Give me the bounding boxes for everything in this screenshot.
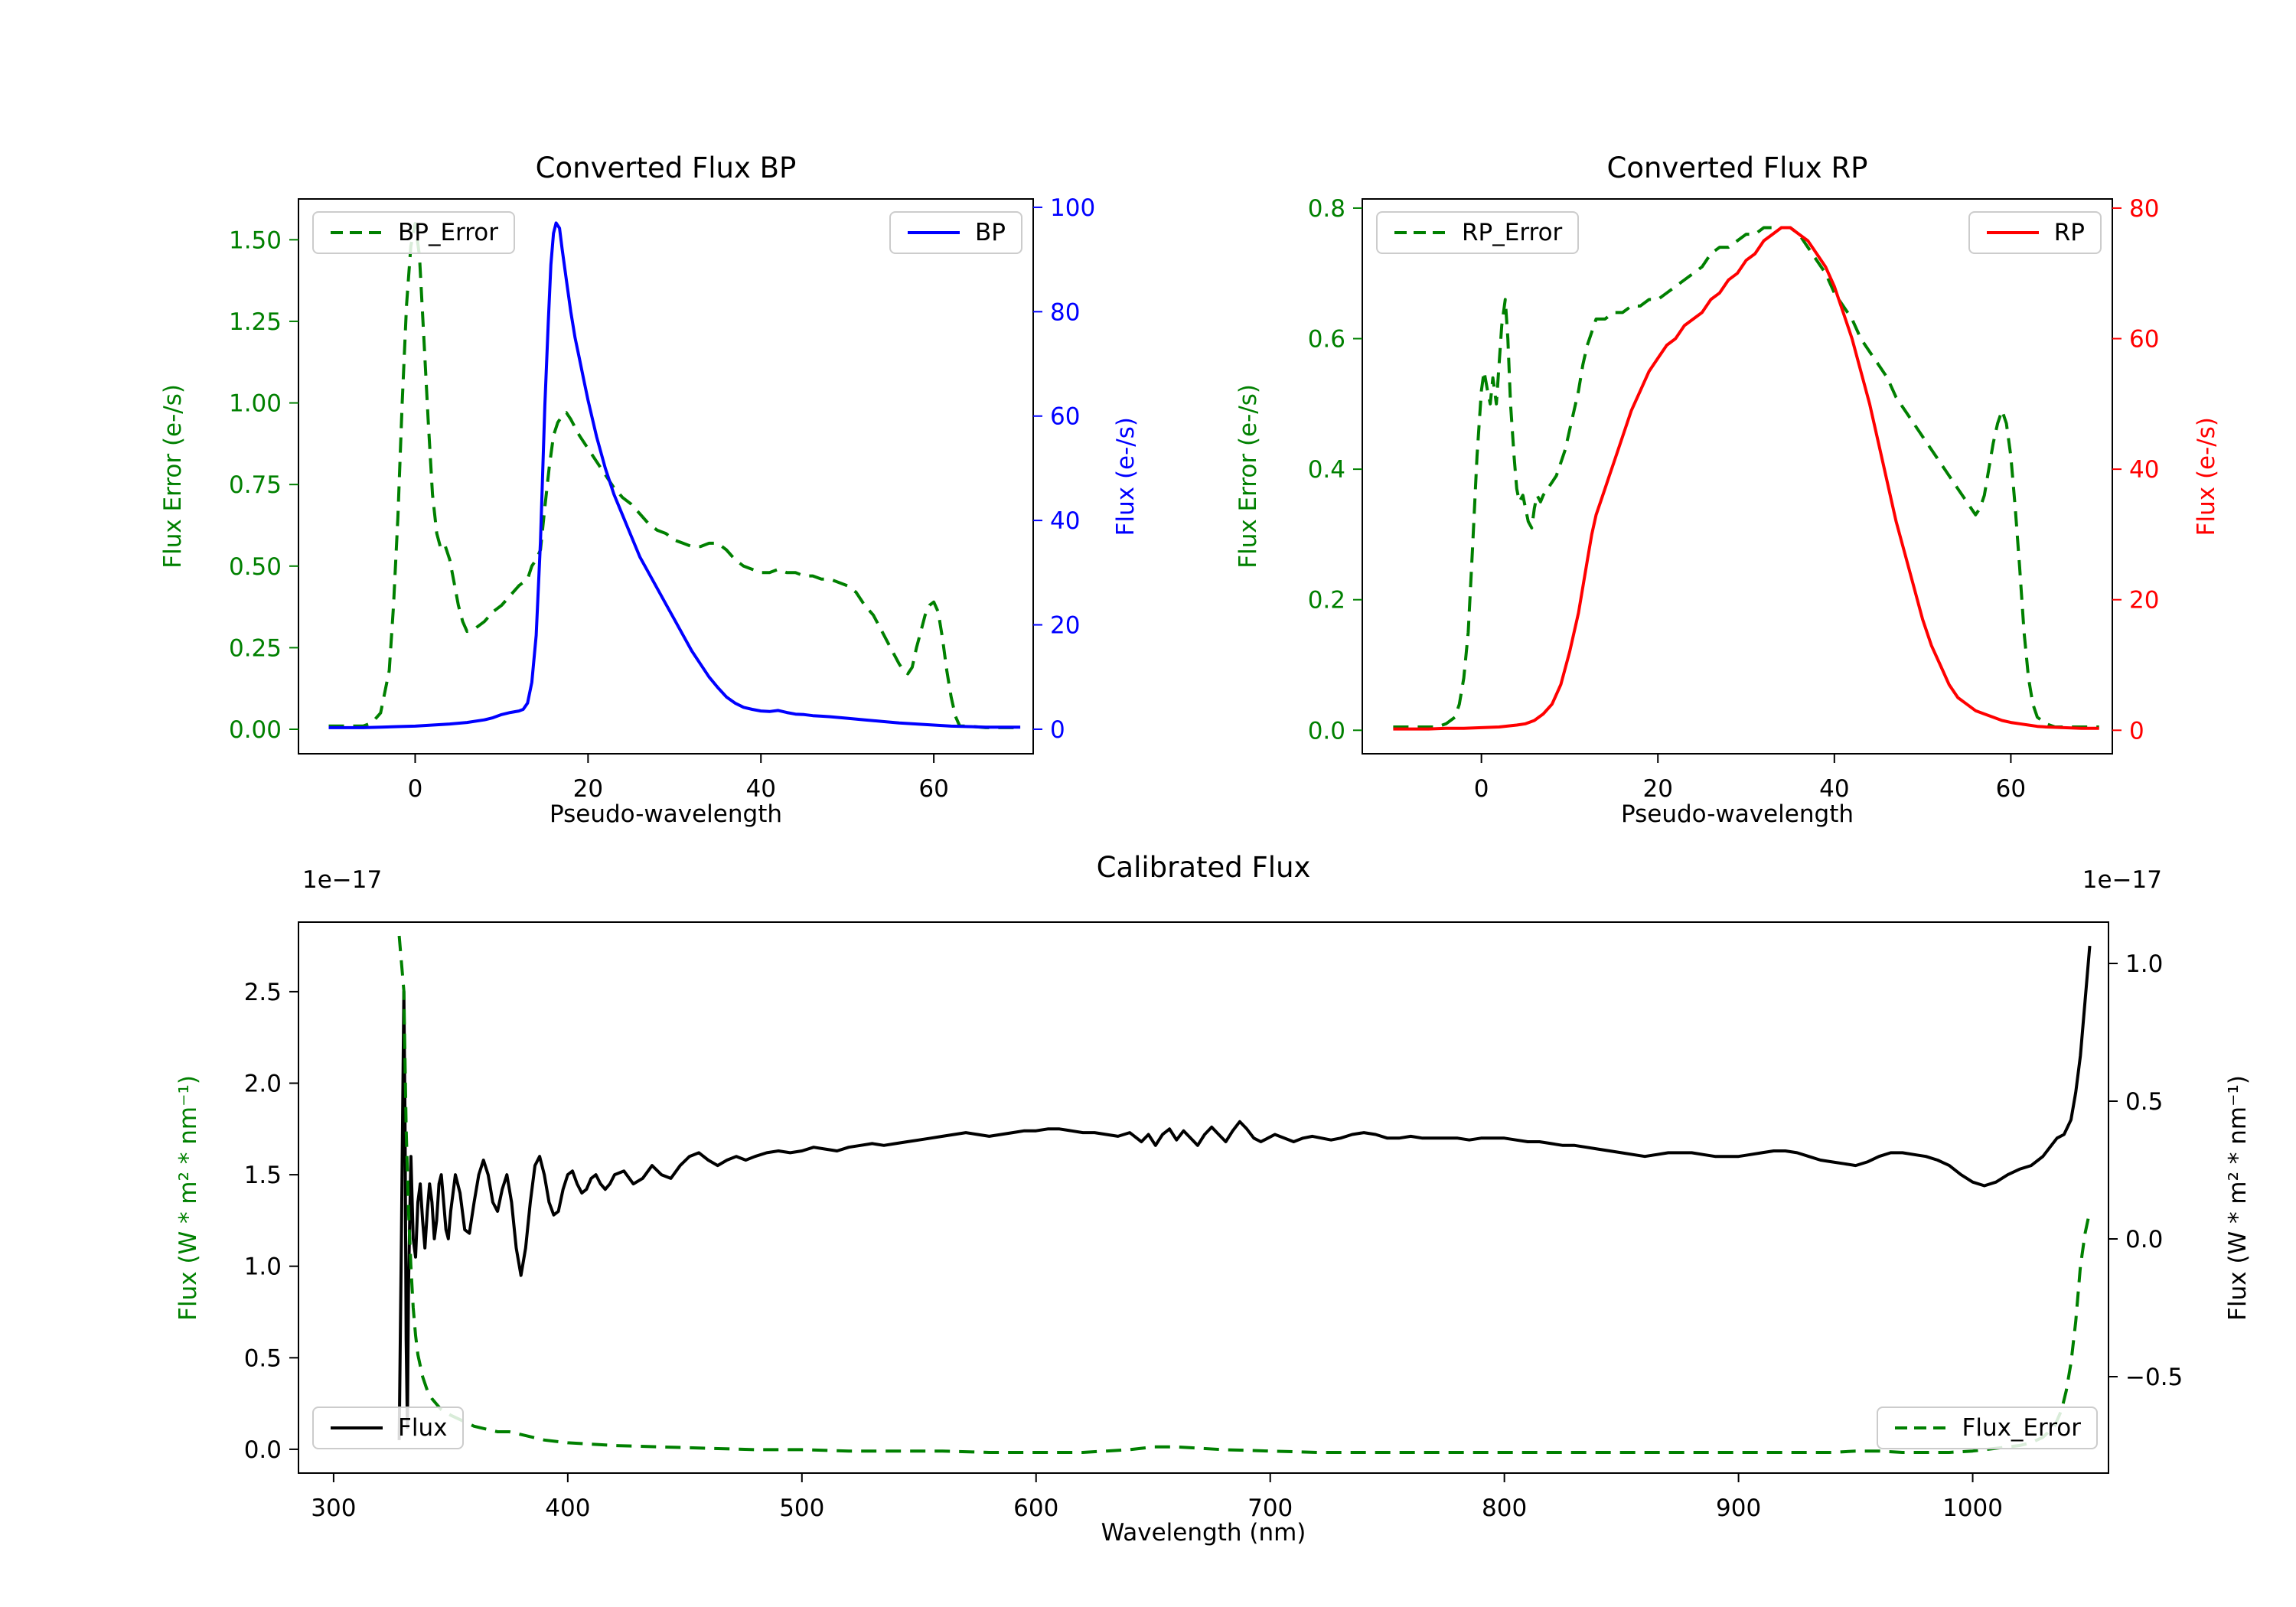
series-line-RP_Error [1393, 226, 2099, 729]
legend-sample-line [908, 231, 960, 234]
y-tick-label: 20 [2129, 587, 2159, 614]
series-line-Flux [397, 945, 2092, 1440]
x-tick-label: 700 [1247, 1495, 1293, 1522]
x-tick-label: 0 [408, 775, 423, 803]
y-tick-label: 0.5 [244, 1345, 282, 1372]
rp-right-yaxis-label: Flux (e-/s) [2193, 416, 2220, 536]
series-line-Flux_Error [397, 935, 2092, 1454]
y-tick-label: 0.50 [229, 553, 282, 581]
legend-sample-line [1394, 231, 1446, 234]
x-tick-label: 60 [918, 775, 948, 803]
y-tick-label: 0.6 [1308, 326, 1345, 354]
legend-sample-line [1986, 231, 2039, 234]
legend-bp-error: BP_Error [312, 211, 516, 254]
x-tick-label: 600 [1013, 1495, 1058, 1522]
legend-label: RP [2053, 219, 2085, 246]
series-line-RP [1393, 226, 2099, 731]
x-tick-label: 20 [1643, 775, 1673, 803]
y-tick-label: 0.2 [1308, 587, 1345, 614]
series-line-BP [328, 221, 1021, 729]
y-tick-label: 40 [1050, 507, 1080, 535]
legend-line-sample [1985, 230, 2040, 236]
y-tick-label: 0.25 [229, 634, 282, 662]
legend-flux-error: Flux_Error [1876, 1407, 2098, 1449]
legend-bp: BP [889, 211, 1022, 254]
y-tick-label: 80 [2129, 195, 2159, 223]
x-tick-label: 20 [573, 775, 603, 803]
legend-sample-line [1894, 1426, 1947, 1429]
x-tick-label: 400 [545, 1495, 590, 1522]
y-tick-label: 2.0 [244, 1070, 282, 1097]
y-tick-label: 0.75 [229, 471, 282, 499]
legend-line-sample [1393, 230, 1448, 236]
y-tick-label: 60 [1050, 403, 1080, 431]
legend-rp-error: RP_Error [1376, 211, 1580, 254]
legend-sample-line [331, 1426, 383, 1429]
y-tick-label: 100 [1050, 194, 1095, 222]
x-tick-label: 0 [1474, 775, 1489, 803]
y-tick-label: 1.0 [2125, 950, 2163, 978]
y-tick-label: 2.5 [244, 979, 282, 1006]
legend-label: Flux_Error [1962, 1414, 2082, 1442]
x-tick-label: 60 [1996, 775, 2026, 803]
series-line-BP_Error [328, 222, 1021, 729]
legend-flux: Flux [312, 1407, 465, 1449]
y-tick-label: 1.5 [244, 1162, 282, 1189]
y-tick-label: 0 [1050, 716, 1065, 744]
cal-chart-title: Calibrated Flux [1096, 851, 1311, 884]
x-tick-label: 900 [1716, 1495, 1761, 1522]
bp-chart-title: Converted Flux BP [535, 152, 797, 184]
y-tick-label: 1.0 [244, 1253, 282, 1281]
y-tick-label: 0.00 [229, 716, 282, 744]
axes-spines-bp [298, 198, 1034, 755]
rp-xaxis-label: Pseudo-wavelength [1620, 800, 1854, 828]
cal-right-axis-offset: 1e−17 [2082, 866, 2162, 894]
legend-line-sample [1893, 1425, 1949, 1431]
axes-spines-cal [298, 921, 2109, 1474]
y-tick-label: 20 [1050, 612, 1080, 640]
bp-right-yaxis-label: Flux (e-/s) [1112, 416, 1140, 536]
cal-right-yaxis-label: Flux (W * m² * nm⁻¹) [2224, 1074, 2252, 1321]
x-tick-label: 40 [1819, 775, 1849, 803]
legend-line-sample [329, 1425, 384, 1431]
legend-sample-line [331, 231, 383, 234]
legend-label: RP_Error [1462, 219, 1563, 246]
bp-left-yaxis-label: Flux Error (e-/s) [159, 384, 187, 569]
y-tick-label: 1.50 [229, 227, 282, 254]
y-tick-label: 40 [2129, 456, 2159, 484]
x-tick-label: 1000 [1942, 1495, 2003, 1522]
rp-left-yaxis-label: Flux Error (e-/s) [1234, 384, 1262, 569]
y-tick-label: 0.0 [2125, 1226, 2163, 1253]
y-tick-label: 0 [2129, 717, 2144, 745]
y-tick-label: −0.5 [2125, 1364, 2183, 1391]
x-tick-label: 500 [779, 1495, 824, 1522]
y-tick-label: 0.0 [244, 1436, 282, 1464]
x-tick-label: 40 [746, 775, 776, 803]
y-tick-label: 1.00 [229, 390, 282, 418]
cal-xaxis-label: Wavelength (nm) [1101, 1519, 1306, 1547]
legend-label: BP [975, 219, 1006, 246]
legend-rp: RP [1968, 211, 2102, 254]
y-tick-label: 1.25 [229, 308, 282, 336]
y-tick-label: 0.4 [1308, 456, 1345, 484]
cal-left-axis-offset: 1e−17 [302, 866, 383, 894]
legend-label: BP_Error [398, 219, 499, 246]
x-tick-label: 300 [311, 1495, 356, 1522]
axes-spines-rp [1362, 198, 2113, 755]
rp-chart-title: Converted Flux RP [1606, 152, 1868, 184]
y-tick-label: 0.5 [2125, 1088, 2163, 1116]
legend-line-sample [906, 230, 961, 236]
y-tick-label: 60 [2129, 326, 2159, 354]
y-tick-label: 0.0 [1308, 717, 1345, 745]
bp-xaxis-label: Pseudo-wavelength [549, 800, 782, 828]
legend-line-sample [329, 230, 384, 236]
cal-left-yaxis-label: Flux (W * m² * nm⁻¹) [174, 1074, 202, 1321]
y-tick-label: 80 [1050, 298, 1080, 326]
legend-label: Flux [398, 1414, 448, 1442]
x-tick-label: 800 [1482, 1495, 1527, 1522]
y-tick-label: 0.8 [1308, 195, 1345, 223]
